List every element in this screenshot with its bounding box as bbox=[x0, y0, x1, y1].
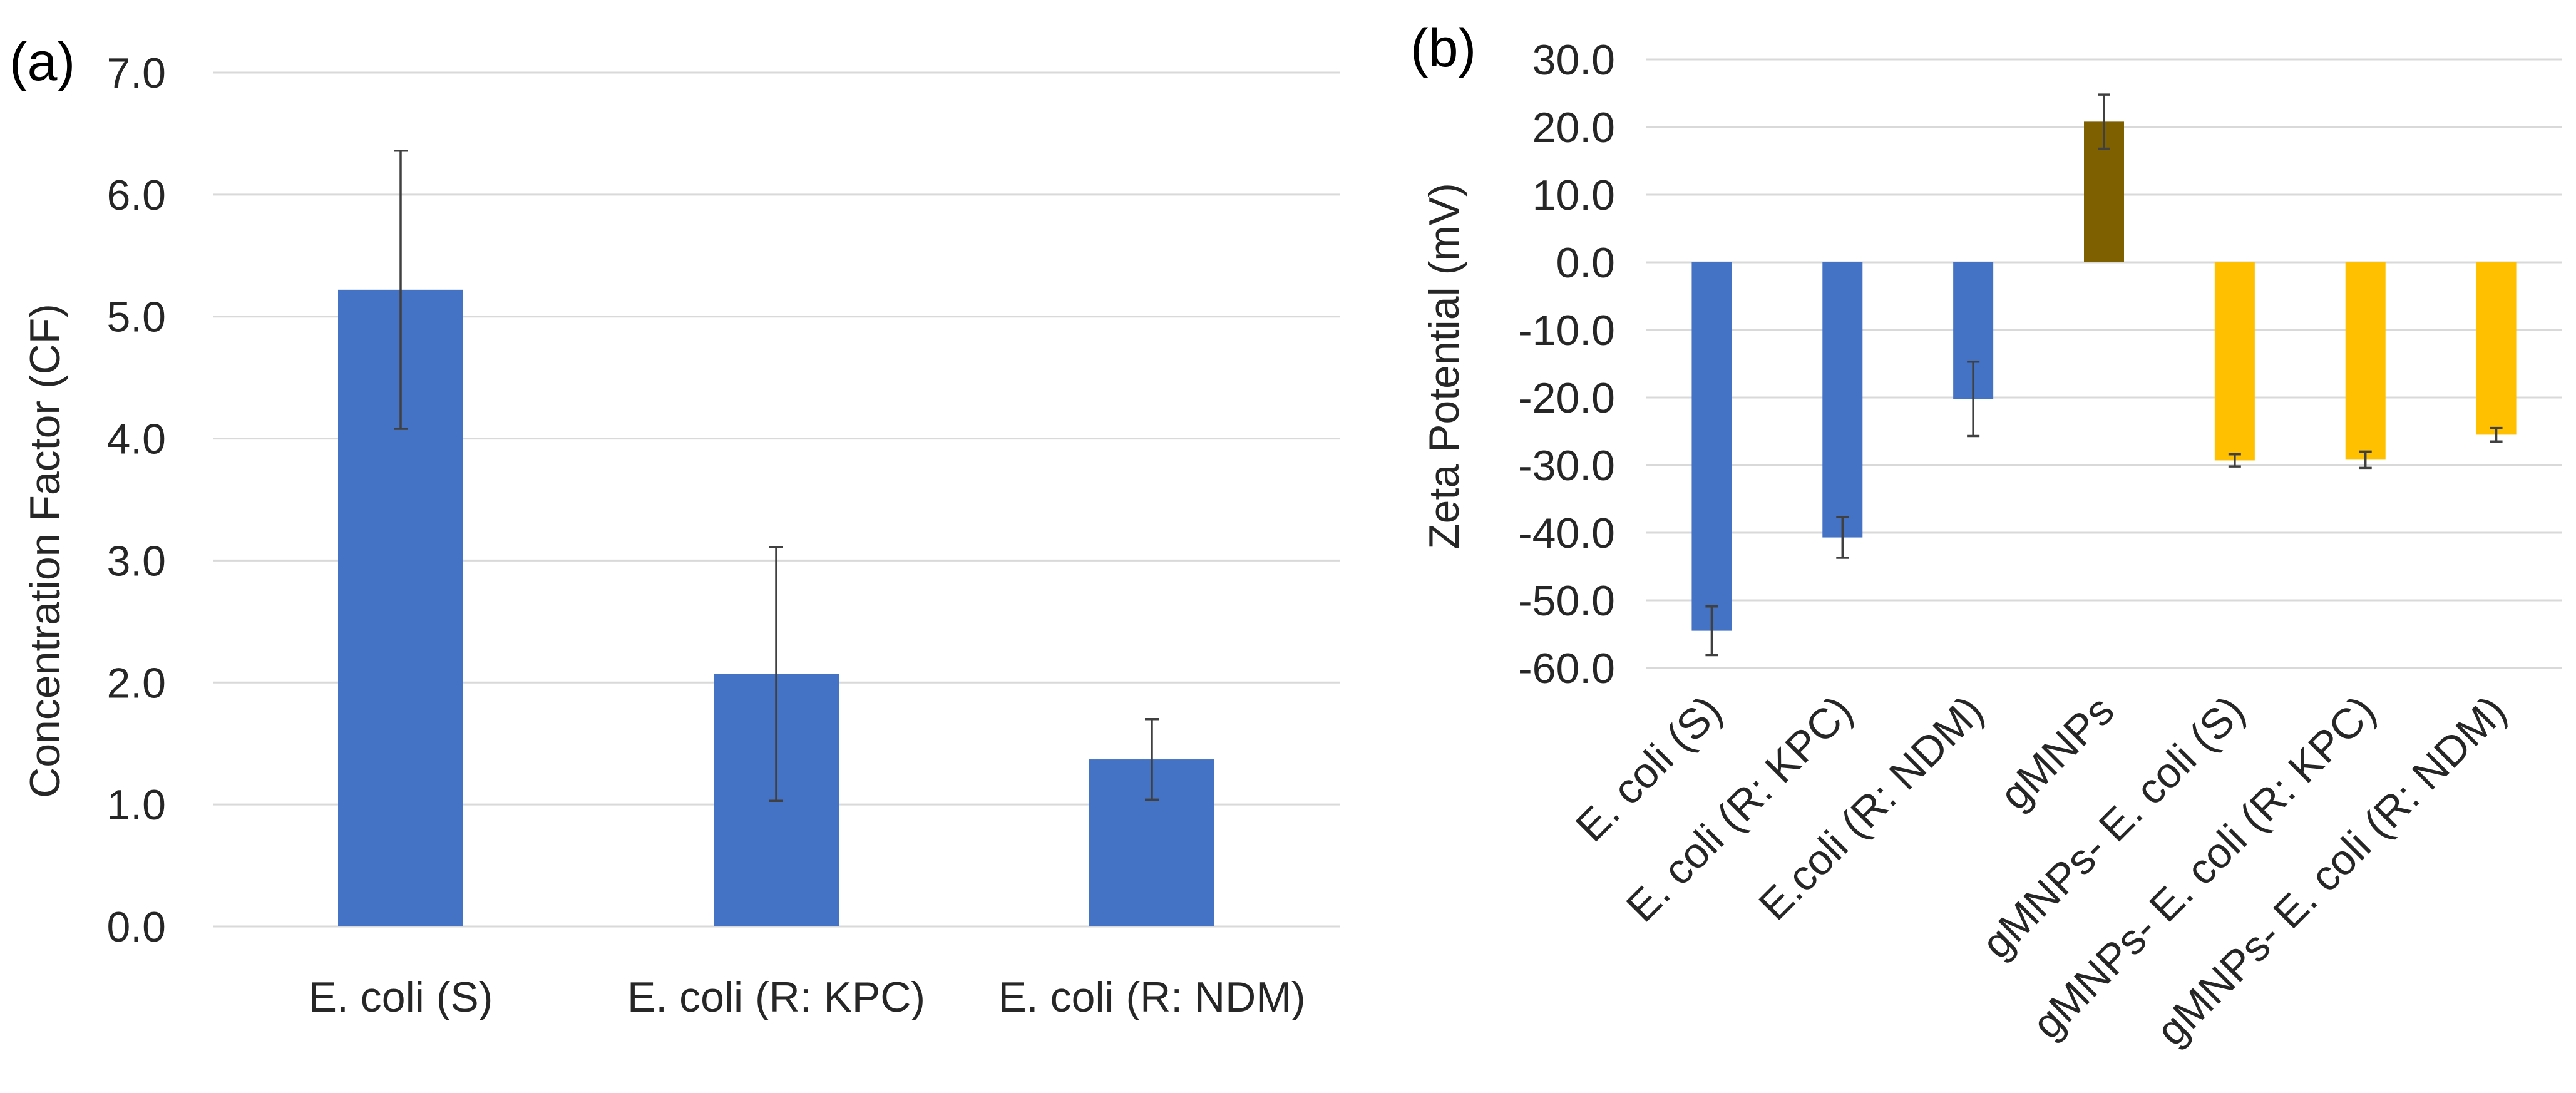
y-tick-label: 7.0 bbox=[106, 49, 166, 97]
category-label: E. coli (R: KPC) bbox=[627, 973, 925, 1021]
y-tick-label: -50.0 bbox=[1518, 577, 1615, 625]
category-label: E. coli (R: KPC) bbox=[1618, 687, 1862, 931]
panel-a-error-bars bbox=[394, 149, 1159, 803]
y-tick-label: 2.0 bbox=[106, 659, 166, 707]
y-tick-label: 0.0 bbox=[1556, 239, 1615, 287]
panel-a-category-labels: E. coli (S) E. coli (R: KPC) E. coli (R: N… bbox=[309, 973, 1306, 1021]
y-tick-label: -60.0 bbox=[1518, 645, 1615, 692]
y-tick-label: 6.0 bbox=[106, 172, 166, 219]
panel-a-label: (a) bbox=[9, 32, 75, 92]
y-tick-label: -40.0 bbox=[1518, 510, 1615, 557]
panel-a-concentration-chart: (a) 0.0 1.0 2.0 3.0 4.0 5.0 6.0 7.0 E. coli (S)… bbox=[9, 32, 1340, 1021]
category-label: E.coli (R: NDM) bbox=[1750, 687, 1993, 930]
y-tick-label: 0.0 bbox=[106, 903, 166, 951]
bar bbox=[2214, 262, 2255, 461]
y-tick-label: -30.0 bbox=[1518, 442, 1615, 490]
category-label: E. coli (R: NDM) bbox=[998, 973, 1305, 1021]
panel-b-error-bars bbox=[1705, 93, 2503, 657]
bar bbox=[1822, 262, 1863, 538]
panel-b-zeta-chart: (b) -60.0 -50.0 -40.0 -30.0 -20.0 -10.0 0.0 10.… bbox=[1410, 18, 2562, 1055]
y-tick-label: 4.0 bbox=[106, 416, 166, 463]
y-tick-label: 1.0 bbox=[106, 781, 166, 829]
y-tick-label: 5.0 bbox=[106, 294, 166, 341]
y-tick-label: 3.0 bbox=[106, 537, 166, 585]
bar bbox=[2476, 262, 2517, 435]
y-tick-label: -10.0 bbox=[1518, 307, 1615, 354]
panel-b-label: (b) bbox=[1410, 18, 1476, 78]
panel-b-bars bbox=[1691, 121, 2517, 631]
y-tick-label: 10.0 bbox=[1532, 172, 1615, 219]
bar bbox=[2345, 262, 2386, 460]
panel-b-y-tick-labels: -60.0 -50.0 -40.0 -30.0 -20.0 -10.0 0.0 10.0 20.… bbox=[1518, 36, 1615, 692]
panel-a-y-tick-labels: 0.0 1.0 2.0 3.0 4.0 5.0 6.0 7.0 bbox=[106, 49, 166, 951]
panel-b-category-labels: E. coli (S)E. coli (R: KPC)E.coli (R: ND… bbox=[1567, 687, 2515, 1055]
y-tick-label: 20.0 bbox=[1532, 104, 1615, 151]
panel-a-y-axis-title: Concentration Factor (CF) bbox=[21, 304, 69, 798]
y-tick-label: -20.0 bbox=[1518, 374, 1615, 422]
panel-b-y-axis-title: Zeta Potential (mV) bbox=[1420, 183, 1468, 550]
category-label: E. coli (S) bbox=[309, 973, 493, 1021]
bar bbox=[1691, 262, 1732, 631]
y-tick-label: 30.0 bbox=[1532, 36, 1615, 84]
category-label: gMNPs bbox=[1991, 687, 2123, 819]
